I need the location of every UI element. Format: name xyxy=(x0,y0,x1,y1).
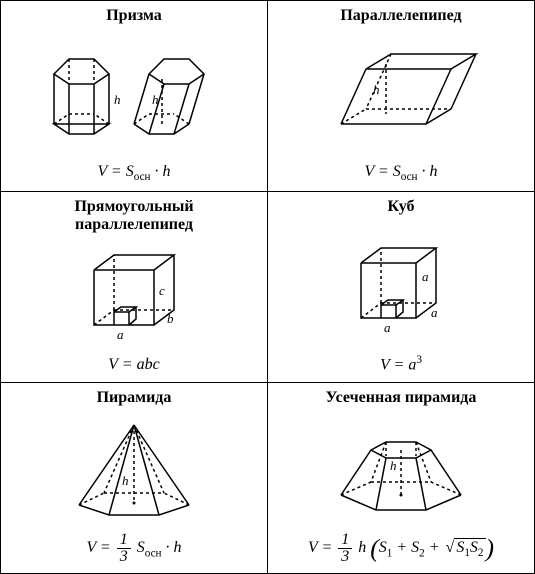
title-parallelepiped: Параллелепипед xyxy=(340,7,461,25)
row-3: Пирамида h V = 13 Sо xyxy=(1,383,534,573)
formula-table: Призма h xyxy=(0,0,535,574)
label-a3: a xyxy=(422,269,429,284)
label-a: a xyxy=(117,327,124,342)
formula-parallelepiped: V = Sосн · h xyxy=(364,163,437,183)
label-c: c xyxy=(159,283,165,298)
shape-parallelepiped: h xyxy=(311,29,491,159)
label-h2: h xyxy=(152,92,159,107)
title-prism: Призма xyxy=(106,7,162,25)
row-1: Призма h xyxy=(1,1,534,192)
formula-pyramid: V = 13 Sосн · h xyxy=(86,532,181,565)
title-rect-box: Прямоугольныйпараллелепипед xyxy=(74,198,193,234)
cell-rect-box: Прямоугольныйпараллелепипед a b c xyxy=(1,192,268,382)
shape-cube: a a a xyxy=(336,220,466,350)
formula-cube: V = a3 xyxy=(380,354,422,374)
formula-frustum: V = 13 h (S1 + S2 + √S1S2) xyxy=(308,532,494,565)
label-h3: h xyxy=(373,82,380,97)
cell-frustum: Усеченная пирамида xyxy=(268,383,534,573)
shape-prism: h h xyxy=(34,29,234,159)
label-h4: h xyxy=(122,473,129,488)
cell-prism: Призма h xyxy=(1,1,268,191)
rect-box-svg: a b c xyxy=(69,245,199,345)
title-frustum: Усеченная пирамида xyxy=(326,389,477,407)
parallelepiped-svg: h xyxy=(311,44,491,144)
title-pyramid: Пирамида xyxy=(97,389,172,407)
title-cube: Куб xyxy=(388,198,415,216)
row-2: Прямоугольныйпараллелепипед a b c xyxy=(1,192,534,383)
formula-rect-box: V = abc xyxy=(108,356,159,374)
shape-frustum: h xyxy=(316,411,486,528)
label-h5: h xyxy=(390,458,397,473)
cell-pyramid: Пирамида h V = 13 Sо xyxy=(1,383,268,573)
prism-svg: h h xyxy=(34,44,234,144)
label-a2: a xyxy=(431,305,438,320)
formula-prism: V = Sосн · h xyxy=(97,163,170,183)
pyramid-svg: h xyxy=(59,415,209,525)
label-a1: a xyxy=(384,320,391,335)
label-h: h xyxy=(114,92,121,107)
cell-parallelepiped: Параллелепипед h V = Sосн · h xyxy=(268,1,534,191)
shape-rect-box: a b c xyxy=(69,238,199,352)
cell-cube: Куб a a a V = a3 xyxy=(268,192,534,382)
cube-svg: a a a xyxy=(336,235,466,335)
shape-pyramid: h xyxy=(59,411,209,528)
frustum-svg: h xyxy=(316,420,486,520)
label-b: b xyxy=(167,311,174,326)
